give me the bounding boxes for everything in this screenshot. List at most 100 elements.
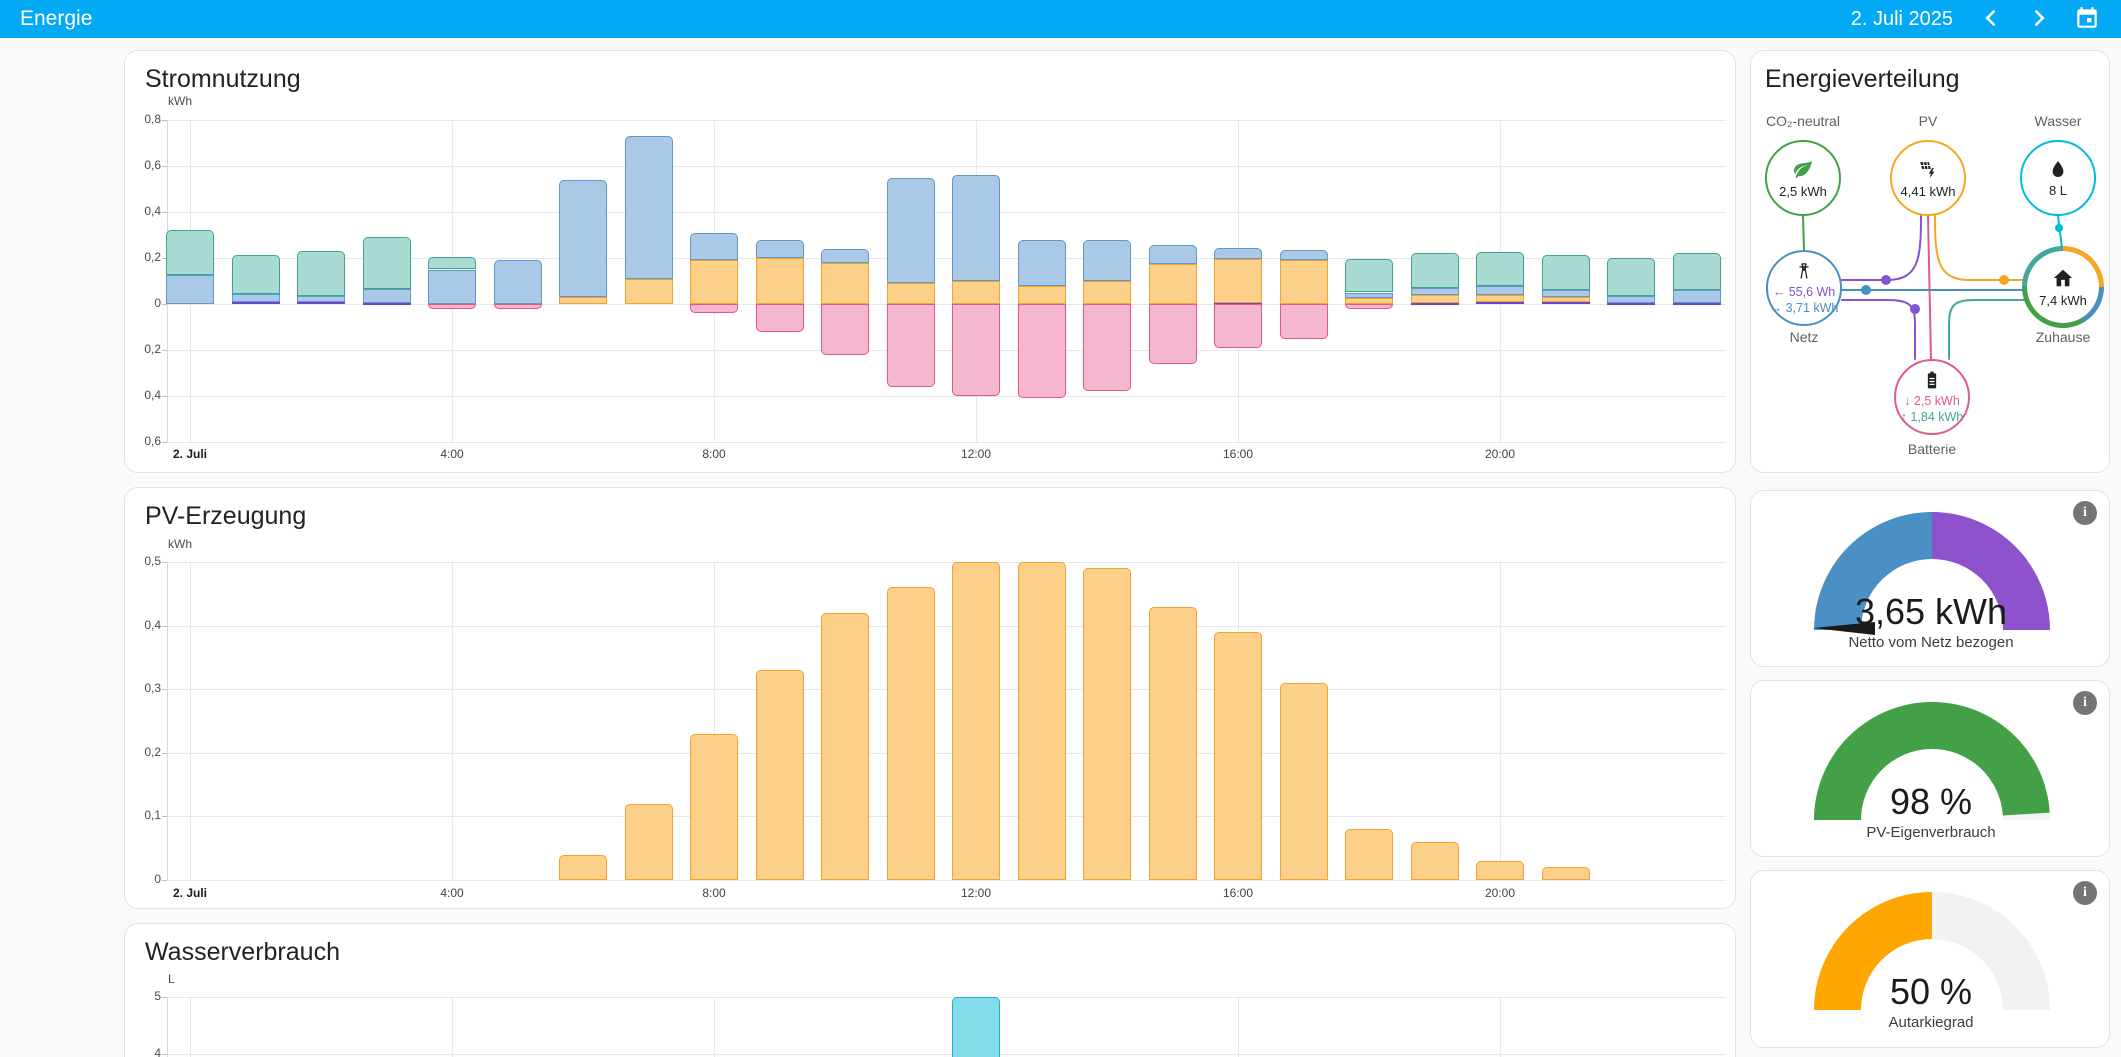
bar-solar_production — [1410, 841, 1459, 880]
gridline — [167, 562, 1726, 563]
bar-grid_return — [297, 302, 345, 305]
gridline — [452, 997, 453, 1057]
gridline — [167, 350, 1726, 351]
bar-solar_production — [1279, 682, 1328, 880]
axis-tick — [162, 212, 167, 213]
battery-node[interactable]: ↓ 2,5 kWh ↑ 1,84 kWh — [1894, 359, 1970, 435]
bar-solar_consumed — [1017, 285, 1066, 304]
home-value: 7,4 kWh — [2039, 292, 2087, 308]
battery-label: Batterie — [1907, 441, 1957, 457]
bar-solar_consumed — [1083, 281, 1131, 304]
bar-battery_discharge — [1607, 258, 1655, 296]
y-axis — [167, 997, 168, 1057]
gauge-value: 98 % — [1889, 781, 1973, 822]
axis-tick — [162, 442, 167, 443]
gridline — [167, 442, 1726, 443]
grid-export-value: ← 55,6 Wh — [1772, 284, 1836, 299]
x-axis-label: 12:00 — [960, 447, 992, 461]
bar-battery_charge — [821, 304, 869, 355]
gridline — [167, 212, 1726, 213]
bar-grid_consumed — [493, 260, 542, 304]
gauge-needle — [1813, 622, 1875, 635]
gauge-label: Autarkiegrad — [1888, 1014, 1974, 1031]
bar-battery_charge — [1345, 304, 1393, 309]
bar-solar_production — [624, 803, 673, 880]
gridline — [167, 304, 1726, 305]
bar-battery_charge — [1279, 304, 1328, 339]
bar-solar_production — [559, 854, 607, 880]
gridline — [714, 997, 715, 1057]
battery-icon — [1922, 370, 1942, 393]
bar-solar_production — [1345, 829, 1393, 880]
gauge-value: 50 % — [1889, 971, 1973, 1012]
y-axis-label: 5 — [154, 989, 161, 1003]
co2-node[interactable]: 2,5 kWh — [1765, 140, 1841, 216]
info-icon[interactable]: i — [2073, 501, 2097, 525]
gridline — [167, 1054, 1726, 1055]
gridline — [167, 166, 1726, 167]
bar-solar_production — [1214, 631, 1262, 880]
x-axis-label: 4:00 — [440, 447, 464, 461]
x-axis-label: 8:00 — [702, 447, 726, 461]
bar-grid_consumed — [231, 293, 280, 303]
water-node[interactable]: 8 L — [2020, 140, 2096, 216]
info-icon[interactable]: i — [2073, 691, 2097, 715]
y-axis-label: 4 — [154, 1046, 161, 1057]
y-axis — [167, 562, 168, 880]
pv-value: 4,41 kWh — [1900, 183, 1956, 199]
bar-grid_consumed — [690, 232, 738, 261]
bar-solar_consumed — [1410, 294, 1459, 303]
axis-tick — [162, 752, 167, 754]
x-axis-label: 20:00 — [1484, 447, 1516, 461]
gridline — [167, 816, 1726, 818]
axis-tick — [162, 258, 167, 259]
bar-grid_consumed — [1083, 239, 1131, 281]
flow-dot-grid — [1861, 285, 1871, 295]
flow-dot-battery-in — [1910, 304, 1920, 314]
pv-node[interactable]: 4,41 kWh — [1890, 140, 1966, 216]
bar-grid_consumed — [1607, 295, 1655, 303]
bar-battery_charge — [755, 304, 804, 332]
y-axis-label: 0,1 — [144, 808, 161, 823]
bar-battery_discharge — [1541, 254, 1590, 291]
info-icon[interactable]: i — [2073, 881, 2097, 905]
grid-node[interactable]: ← 55,6 Wh → 3,71 kWh — [1766, 250, 1842, 326]
home-node[interactable]: 7,4 kWh — [2022, 246, 2104, 328]
bar-grid_consumed — [1214, 247, 1262, 260]
gridline — [452, 562, 453, 880]
bar-solar_consumed — [690, 260, 738, 304]
gridline — [1500, 562, 1501, 880]
co2-value: 2,5 kWh — [1779, 183, 1827, 199]
x-axis-label: 8:00 — [702, 886, 726, 900]
axis-tick — [162, 625, 167, 627]
bar-grid_consumed — [1148, 245, 1197, 264]
card-gauge-netzbezug: i 3,65 kWh Netto vom Netz bezogen — [1750, 490, 2110, 667]
y-axis-label: 0,6 — [144, 434, 161, 448]
axis-tick — [162, 166, 167, 167]
bar-battery_discharge — [166, 230, 214, 276]
bar-grid_consumed — [1345, 292, 1393, 299]
next-day-button[interactable] — [2019, 2, 2059, 36]
bar-grid_return — [1672, 302, 1721, 305]
card-title: PV-Erzeugung — [145, 502, 307, 530]
leaf-icon — [1792, 158, 1814, 183]
bar-solar_production — [1541, 867, 1590, 880]
bar-solar_production — [755, 670, 804, 880]
y-axis-label: 0,4 — [144, 204, 161, 218]
bar-solar_production — [1148, 606, 1197, 880]
calendar-button[interactable] — [2067, 2, 2107, 36]
bar-solar_production — [886, 587, 935, 880]
chevron-right-icon — [2026, 5, 2052, 34]
date-label[interactable]: 2. Juli 2025 — [1850, 7, 1953, 30]
bar-grid_consumed — [1476, 285, 1524, 295]
previous-day-button[interactable] — [1971, 2, 2011, 36]
gridline — [1238, 997, 1239, 1057]
axis-unit-label: L — [168, 972, 175, 986]
card-wasserverbrauch: Wasserverbrauch 5 4 L — [124, 923, 1736, 1057]
bar-solar_production — [952, 562, 1000, 880]
bar-grid_return — [1541, 301, 1590, 304]
bar-grid_consumed — [624, 136, 673, 279]
bar-battery_discharge — [362, 237, 411, 290]
stromnutzung-chart: 0,8 0,6 0,4 0,2 0 0,2 0,4 0,6 2. Juli 4:00 8:00 12:… — [125, 51, 1735, 472]
